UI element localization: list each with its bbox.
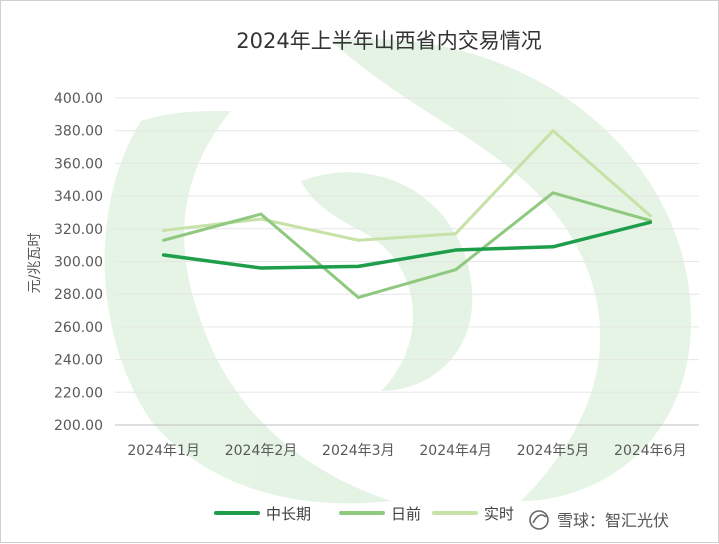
y-tick-label: 200.00 (54, 418, 103, 434)
svg-text:雪球：智汇光伏: 雪球：智汇光伏 (557, 511, 669, 530)
watermark-separator: ： (589, 511, 605, 530)
data-point (454, 248, 458, 252)
snowball-logo-icon (529, 510, 549, 530)
data-point (356, 238, 360, 242)
y-tick-label: 280.00 (54, 287, 103, 303)
legend-label: 日前 (391, 505, 421, 523)
watermark: 雪球：智汇光伏 (529, 510, 669, 530)
watermark-account: 智汇光伏 (605, 511, 669, 530)
data-point (259, 266, 263, 270)
y-tick-label: 220.00 (54, 385, 103, 401)
y-axis-label: 元/兆瓦时 (27, 233, 43, 294)
background-logo (104, 38, 691, 504)
data-point (356, 295, 360, 299)
data-point (551, 129, 555, 133)
x-tick-label: 2024年2月 (225, 443, 298, 459)
series-line-1 (161, 220, 653, 270)
y-tick-label: 240.00 (54, 353, 103, 369)
y-tick-label: 320.00 (54, 222, 103, 238)
legend: 中长期 日前 实时 (214, 505, 514, 523)
data-point (259, 217, 263, 221)
y-tick-label: 300.00 (54, 255, 103, 271)
y-tick-label: 400.00 (54, 91, 103, 107)
data-point (356, 264, 360, 268)
x-tick-label: 2024年1月 (127, 443, 200, 459)
y-tick-label: 340.00 (54, 189, 103, 205)
x-tick-label: 2024年4月 (419, 443, 492, 459)
y-tick-label: 260.00 (54, 320, 103, 336)
data-point (162, 253, 166, 257)
y-tick-labels: 200.00 220.00 240.00 260.00 280.00 300.00 320.… (54, 91, 103, 434)
data-point (648, 220, 652, 224)
series-line-3 (162, 129, 652, 242)
data-point (259, 212, 263, 216)
x-tick-label: 2024年3月 (322, 443, 395, 459)
legend-label: 中长期 (266, 505, 311, 523)
data-point (551, 245, 555, 249)
legend-label: 实时 (484, 505, 514, 523)
data-point (162, 238, 166, 242)
data-point (551, 191, 555, 195)
watermark-brand: 雪球 (557, 511, 589, 530)
series-line-2 (162, 191, 652, 299)
data-point (162, 228, 166, 232)
x-tick-label: 2024年6月 (614, 443, 687, 459)
data-point (454, 232, 458, 236)
x-tick-label: 2024年5月 (517, 443, 590, 459)
data-point (454, 268, 458, 272)
chart-title: 2024年上半年山西省内交易情况 (236, 29, 541, 53)
x-tick-labels: 2024年1月 2024年2月 2024年3月 2024年4月 2024年5月 2024年… (127, 443, 686, 459)
data-point (648, 214, 652, 218)
y-tick-label: 360.00 (54, 156, 103, 172)
series-layer (161, 129, 653, 299)
y-tick-label: 380.00 (54, 124, 103, 140)
